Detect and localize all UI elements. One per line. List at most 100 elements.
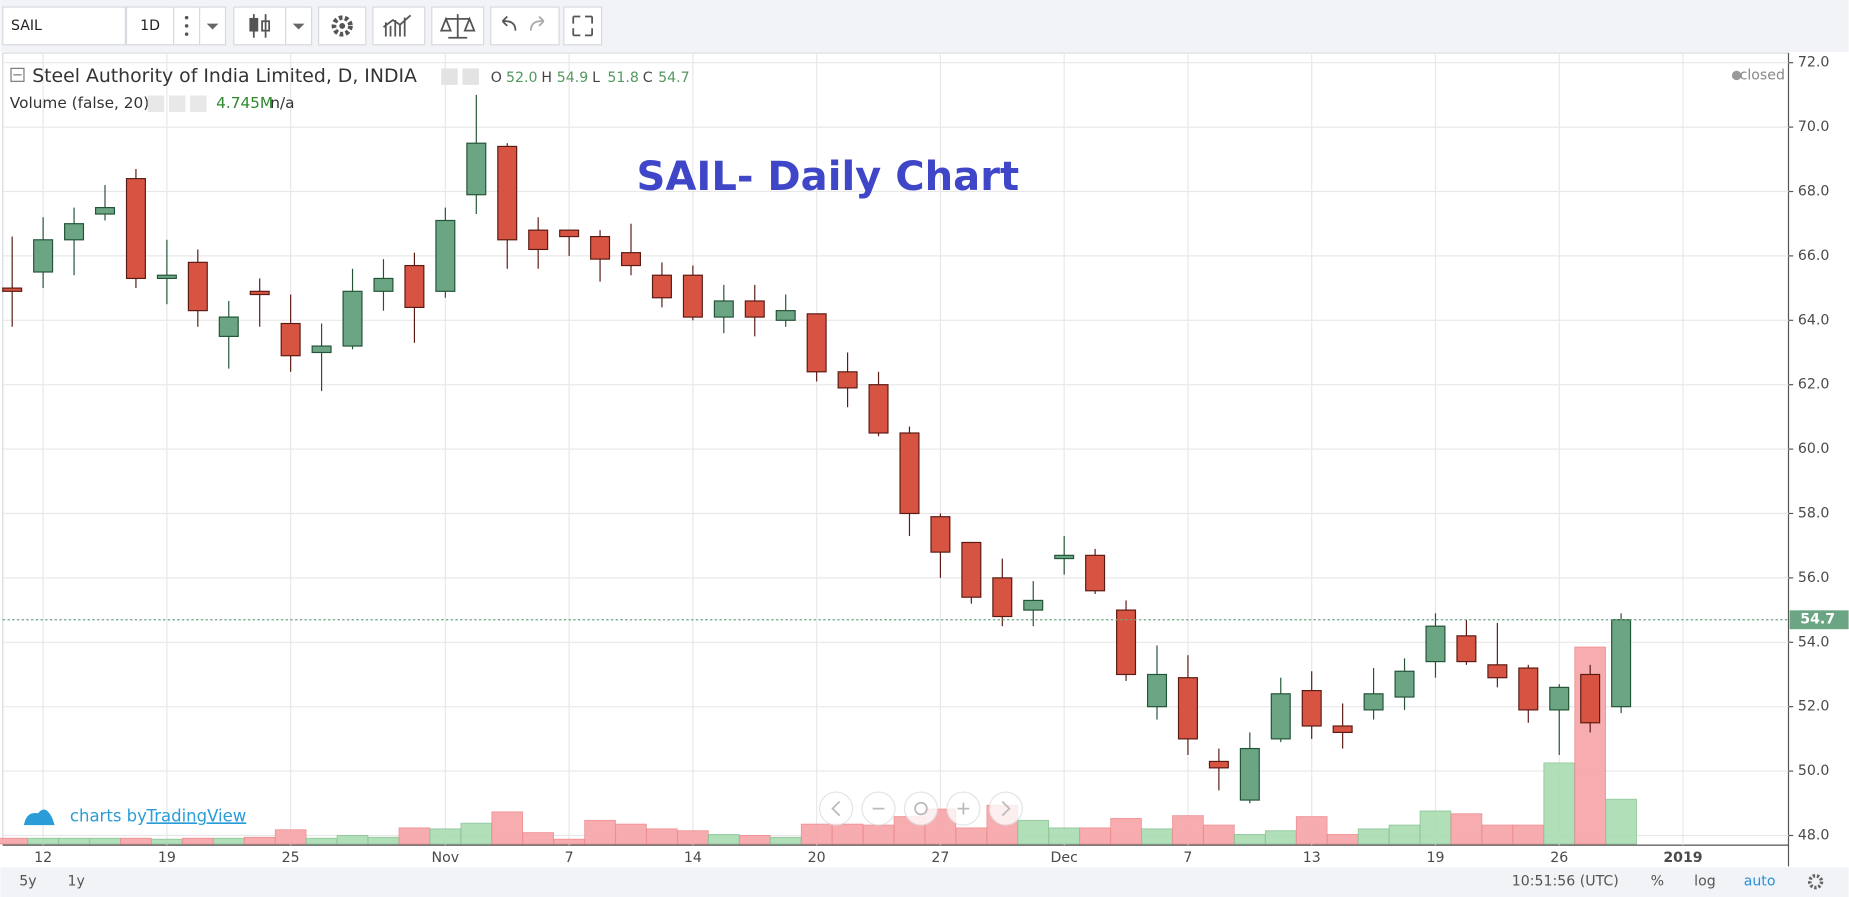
chart-style-button[interactable] [233,6,287,46]
candle-body [1023,599,1044,611]
status-dot [1731,70,1742,81]
x-tick-label: 19 [158,850,176,866]
reset[interactable] [903,791,939,826]
interval: 1D [140,18,160,34]
x-tick-label: 25 [282,850,300,866]
range-button[interactable]: 5y [19,874,36,890]
candle-body [280,322,301,357]
chart-title: SAIL- Daily Chart [637,154,1020,200]
branding-link[interactable]: TradingView [146,806,247,825]
y-tick-label: 62.0 [1798,377,1829,393]
volume-bar [1110,818,1142,845]
ohlc-key: C [643,70,653,86]
volume-bar [58,837,90,845]
volume-bar [1295,816,1328,845]
volume-bar [677,830,709,845]
volume-bar [243,836,276,845]
gear-center [339,22,346,29]
candle-body [1487,664,1508,679]
x-tick-label: 26 [1550,850,1568,866]
undo-icon[interactable] [501,15,517,31]
candle-body [1363,693,1384,711]
fullscreen-button[interactable] [563,6,603,46]
candle-body [1054,554,1075,560]
visibility-icon[interactable] [147,95,165,112]
footer-settings[interactable] [1807,874,1824,890]
volume-bar [1234,834,1266,845]
chart-style-dropdown[interactable] [285,6,313,46]
y-tick-label: 70.0 [1798,119,1829,135]
redo-icon[interactable] [529,15,545,31]
remove-icon[interactable] [190,95,207,112]
y-tick-label: 66.0 [1798,248,1829,264]
percent-toggle[interactable]: % [1651,874,1664,890]
volume-layer [0,646,1637,845]
volume-bar [89,837,121,845]
volume-bar [584,819,616,845]
volume-ma: n/a [270,94,294,112]
undo-redo-group[interactable] [490,6,560,46]
volume-bar [182,837,214,845]
volume-bar [1326,834,1359,845]
candle-body [1270,693,1291,740]
candle-body [435,219,456,292]
tradingview-logo[interactable] [23,809,55,826]
volume-bar [1141,828,1173,845]
volume-bar [708,834,740,845]
candle-body [744,300,765,318]
candle-body [33,239,54,273]
ohlc-key: O [491,70,502,86]
volume-bar [1450,813,1483,845]
settings-icon[interactable] [462,68,479,85]
volume-bar [862,824,895,845]
candle-body [187,261,208,312]
symbol-name: Steel Authority of India Limited, D, IND… [32,66,417,87]
range-button[interactable]: 1y [68,874,85,890]
interval-button[interactable] [125,6,175,46]
volume-bar [1512,824,1545,845]
x-tick-label: 2019 [1663,850,1702,866]
volume-bar [646,828,678,845]
log-toggle[interactable]: log [1694,874,1716,890]
volume-bar [522,832,554,845]
candle-body [497,145,518,241]
candle-body [64,223,85,241]
candle-body [311,345,332,354]
volume-bar [27,837,59,845]
candle-body [1332,725,1353,734]
volume-bar [1481,824,1514,845]
indicators-button[interactable] [372,6,426,46]
y-tick-label: 60.0 [1798,441,1829,457]
dropdown-arrow [292,23,305,30]
auto-toggle[interactable]: auto [1744,874,1776,890]
dropdown-arrow [206,23,219,30]
candle-body [218,316,239,337]
volume-bar [367,836,400,845]
volume-bar [615,823,647,845]
x-tick-label: 7 [565,850,574,866]
candle-body [1208,760,1229,769]
volume-bar [1543,762,1576,845]
visibility-icon[interactable] [441,68,458,85]
volume-bar [1048,827,1080,845]
volume-bar [1357,828,1390,845]
candle-body [1239,747,1260,801]
scroll-left[interactable] [819,791,854,826]
y-tick-label: 68.0 [1798,183,1829,199]
volume-bar [305,837,338,845]
symbol-input[interactable] [2,6,126,46]
candle-body [528,229,549,251]
branding-prefix: charts by [70,806,147,825]
volume-bar [955,827,988,845]
settings-icon[interactable] [168,95,186,112]
candle-body [837,371,858,389]
y-tick-label: 50.0 [1798,763,1829,779]
y-tick-label: 64.0 [1798,312,1829,328]
gear-icon [331,15,353,37]
candle-body [466,142,487,196]
scroll-right[interactable] [988,791,1023,826]
volume-bar [120,837,152,845]
footer [0,867,1849,897]
y-tick-label: 52.0 [1798,699,1829,715]
